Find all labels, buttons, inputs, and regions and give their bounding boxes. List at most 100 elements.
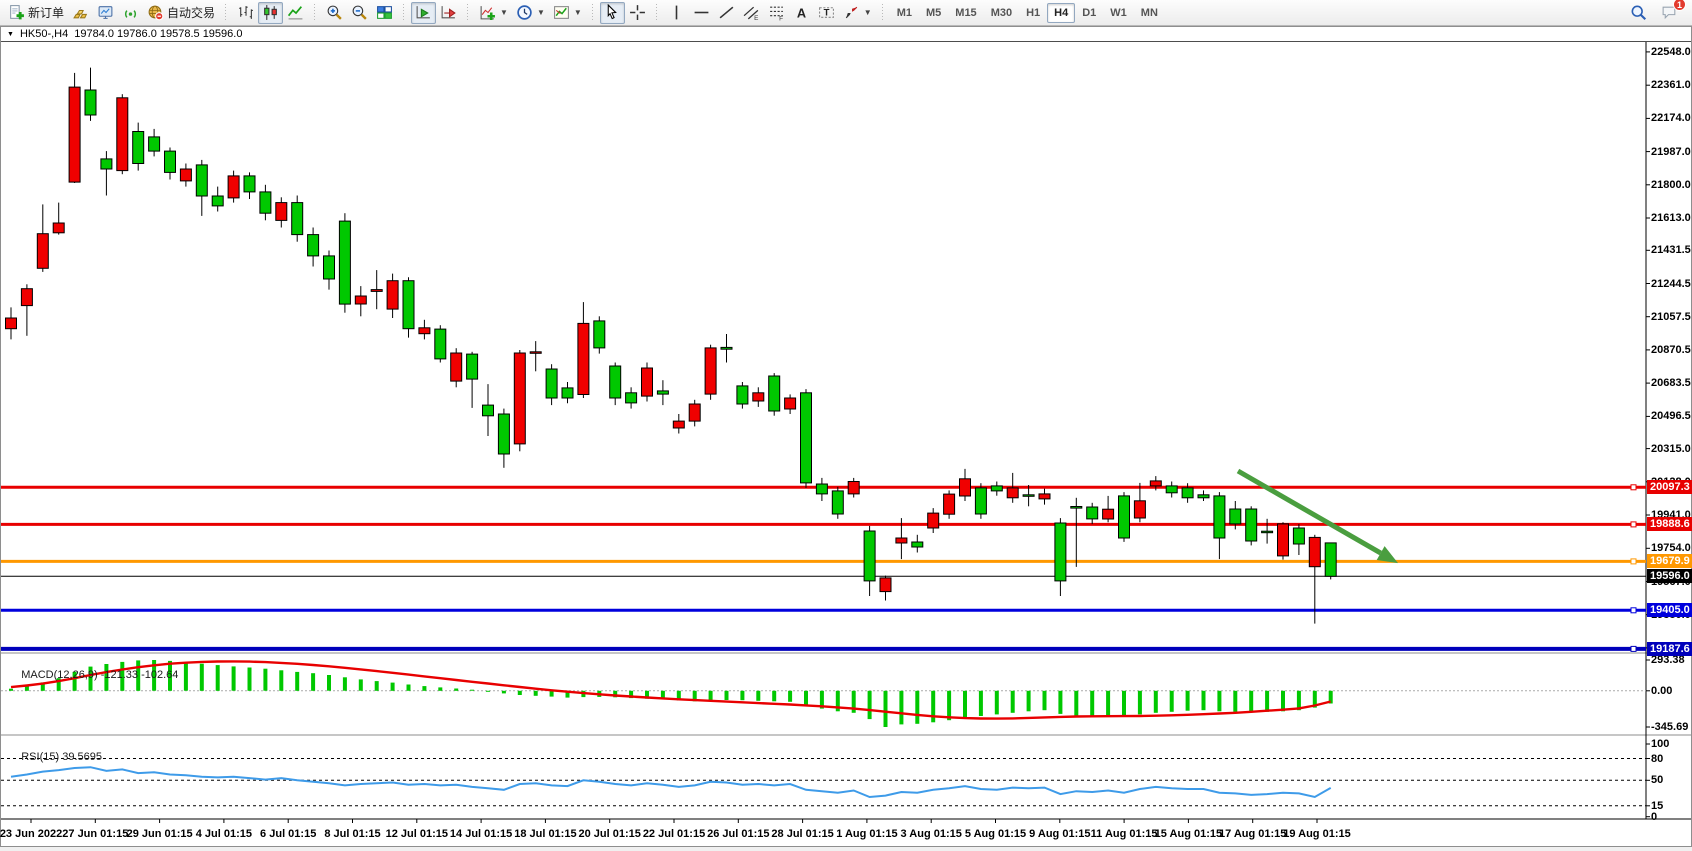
price-chart-canvas[interactable] bbox=[1, 27, 1691, 851]
time-axis-label[interactable]: 18 Jul 01:15 bbox=[514, 828, 577, 840]
candlestick-chart-button[interactable] bbox=[258, 1, 284, 24]
collapse-triangle-icon[interactable]: ▼ bbox=[7, 30, 14, 38]
time-axis-label[interactable]: 26 Jul 01:15 bbox=[707, 828, 770, 840]
arrows-button[interactable]: ▼ bbox=[839, 2, 876, 24]
time-axis-label[interactable]: 29 Jun 01:15 bbox=[126, 828, 193, 840]
timeframe-mn-button[interactable]: MN bbox=[1140, 6, 1158, 19]
time-axis-label[interactable]: 5 Aug 01:15 bbox=[964, 828, 1027, 840]
auto-scroll-button[interactable] bbox=[411, 1, 437, 24]
trendline-button[interactable] bbox=[714, 2, 739, 24]
chart-shift-button[interactable] bbox=[436, 2, 461, 24]
timeframe-m15-button[interactable]: M15 bbox=[955, 6, 977, 19]
crosshair-button[interactable] bbox=[625, 2, 650, 24]
chevron-down-icon[interactable]: ▼ bbox=[500, 8, 508, 17]
pivot-orange-price-tag[interactable]: 19679.9 bbox=[1647, 554, 1692, 569]
time-axis-label[interactable]: 19 Aug 01:15 bbox=[1283, 828, 1351, 840]
chevron-down-icon[interactable]: ▼ bbox=[573, 8, 582, 17]
horizontal-line-button[interactable] bbox=[689, 2, 714, 24]
chat-button[interactable]: 1 bbox=[1657, 0, 1686, 24]
chart-window[interactable]: ▼ HK50-,H4 19784.0 19786.0 19578.5 19596… bbox=[0, 26, 1692, 847]
time-axis-label[interactable]: 12 Jul 01:15 bbox=[385, 828, 448, 840]
timeframe-w1-button[interactable]: W1 bbox=[1110, 6, 1127, 19]
time-axis-label[interactable]: 17 Aug 01:15 bbox=[1218, 828, 1287, 840]
time-axis-label[interactable]: 4 Jul 01:15 bbox=[195, 828, 253, 840]
chart-symbol-strip[interactable]: ▼ HK50-,H4 19784.0 19786.0 19578.5 19596… bbox=[1, 27, 1691, 42]
bar-chart-button[interactable] bbox=[233, 2, 258, 24]
fibonacci-button[interactable]: F bbox=[764, 2, 789, 24]
svg-text:F: F bbox=[779, 15, 783, 21]
price-axis-tick[interactable]: 20496.5 bbox=[1651, 410, 1691, 423]
resistance-2-price-tag[interactable]: 19888.6 bbox=[1647, 517, 1692, 532]
text-button[interactable]: A bbox=[789, 2, 814, 24]
terminal-button[interactable] bbox=[93, 2, 118, 24]
time-axis-label[interactable]: 28 Jul 01:15 bbox=[771, 828, 834, 840]
zoom-in-button[interactable] bbox=[322, 2, 347, 24]
timeframe-m5-button[interactable]: M5 bbox=[926, 6, 942, 19]
support-1-price-tag[interactable]: 19405.0 bbox=[1647, 603, 1692, 618]
toolbar-grip[interactable] bbox=[466, 3, 471, 22]
time-axis-label[interactable]: 9 Aug 01:15 bbox=[1029, 828, 1091, 840]
vertical-line-button[interactable] bbox=[664, 2, 689, 24]
time-axis-label[interactable]: 20 Jul 01:15 bbox=[578, 828, 641, 840]
time-axis-label[interactable]: 3 Aug 01:15 bbox=[900, 828, 962, 840]
templates-button[interactable]: ▼ bbox=[549, 2, 586, 24]
chevron-down-icon[interactable]: ▼ bbox=[536, 8, 545, 17]
tile-windows-button[interactable] bbox=[372, 2, 397, 24]
time-axis-label[interactable]: 8 Jul 01:15 bbox=[324, 828, 381, 840]
time-axis-label[interactable]: 22 Jul 01:15 bbox=[642, 828, 706, 840]
time-axis-label[interactable]: 15 Aug 01:15 bbox=[1154, 828, 1223, 840]
price-axis-tick[interactable]: 21800.0 bbox=[1651, 178, 1691, 191]
toolbar-grip[interactable] bbox=[880, 3, 885, 22]
price-axis-tick[interactable]: 20683.5 bbox=[1651, 377, 1691, 390]
time-axis-label[interactable]: 23 Jun 2022 bbox=[0, 828, 63, 840]
price-axis-tick[interactable]: 20870.5 bbox=[1651, 343, 1691, 356]
timeframe-d1-button[interactable]: D1 bbox=[1082, 6, 1097, 19]
toolbar-grip[interactable] bbox=[590, 3, 595, 22]
timeframe-h1-button[interactable]: H1 bbox=[1026, 6, 1041, 19]
toolbar-grip[interactable] bbox=[313, 3, 318, 22]
globe-stop-icon bbox=[148, 5, 164, 21]
cursor-button[interactable] bbox=[599, 1, 625, 24]
price-axis-tick[interactable]: 22174.0 bbox=[1651, 112, 1691, 125]
time-axis-label[interactable]: 1 Aug 01:15 bbox=[836, 828, 898, 840]
toolbar-grip[interactable] bbox=[654, 3, 659, 22]
time-axis-label[interactable]: 11 Aug 01:15 bbox=[1090, 828, 1158, 840]
price-axis-tick[interactable]: 21987.0 bbox=[1651, 145, 1691, 158]
resistance-1-price-tag[interactable]: 20097.3 bbox=[1647, 480, 1692, 495]
periods-button[interactable]: ▼ bbox=[512, 2, 549, 24]
time-axis-label[interactable]: 27 Jun 01:15 bbox=[62, 828, 129, 840]
price-axis-tick[interactable]: 22361.0 bbox=[1651, 79, 1691, 92]
price-axis-tick[interactable]: 21613.0 bbox=[1651, 212, 1691, 224]
charts-gold-button[interactable] bbox=[68, 2, 93, 24]
zoom-out-button[interactable] bbox=[347, 2, 372, 24]
autotrading-button[interactable]: 自动交易 bbox=[143, 2, 219, 24]
search-button[interactable] bbox=[1626, 2, 1651, 24]
current-price-price-tag[interactable]: 19596.0 bbox=[1647, 569, 1692, 584]
indicators-button[interactable]: ▼ bbox=[475, 2, 512, 24]
chevron-down-icon[interactable]: ▼ bbox=[863, 8, 872, 17]
text-a-icon: A bbox=[797, 5, 806, 20]
timeframe-h4-button[interactable]: H4 bbox=[1047, 2, 1076, 23]
rsi-axis-tick: 50 bbox=[1651, 774, 1664, 787]
hline-icon bbox=[694, 11, 709, 14]
equidistant-channel-button[interactable]: E bbox=[739, 2, 764, 24]
toolbar-grip[interactable] bbox=[402, 3, 407, 22]
time-axis-label[interactable]: 6 Jul 01:15 bbox=[260, 828, 317, 840]
price-axis-tick[interactable]: 21057.5 bbox=[1651, 310, 1691, 323]
price-axis-tick[interactable]: 21244.5 bbox=[1651, 277, 1691, 290]
new-order-button[interactable]: 新订单 bbox=[4, 2, 68, 24]
signals-button[interactable] bbox=[118, 2, 143, 24]
price-axis-tick[interactable]: 19754.0 bbox=[1651, 542, 1691, 555]
price-axis-tick[interactable]: 22548.0 bbox=[1651, 45, 1691, 58]
macd-indicator-label: MACD(12,26,9) -121.33 -102.64 bbox=[21, 669, 179, 681]
price-axis-tick[interactable]: 21431.5 bbox=[1651, 244, 1691, 257]
timeframe-m1-button[interactable]: M1 bbox=[896, 6, 912, 19]
timeframe-m30-button[interactable]: M30 bbox=[990, 6, 1013, 19]
support-2-price-tag[interactable]: 19187.6 bbox=[1647, 641, 1692, 656]
price-axis-tick[interactable]: 20315.0 bbox=[1651, 442, 1691, 455]
label-button[interactable]: T bbox=[814, 2, 839, 24]
time-axis-label[interactable]: 14 Jul 01:15 bbox=[449, 828, 513, 840]
line-chart-button[interactable] bbox=[283, 2, 308, 24]
candle-chart-icon bbox=[264, 5, 277, 20]
toolbar-grip[interactable] bbox=[224, 3, 229, 22]
